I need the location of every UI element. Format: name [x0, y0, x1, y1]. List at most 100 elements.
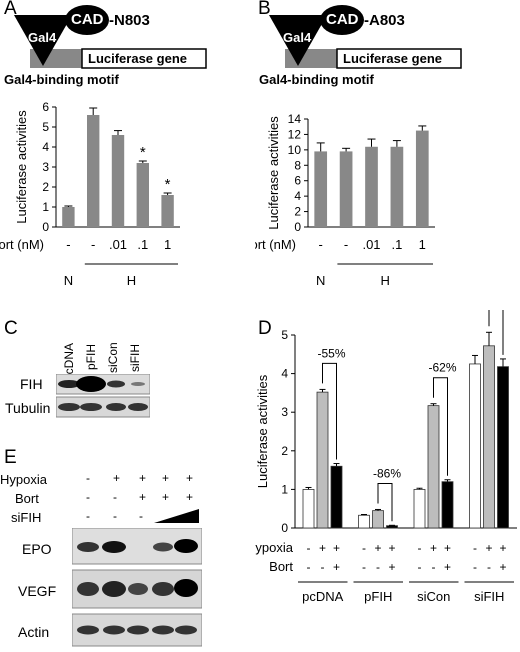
bort-sign: +: [333, 560, 340, 574]
bort-sign: -: [376, 560, 380, 574]
x-category-label: .01: [109, 237, 127, 252]
bort-sign: +: [186, 490, 194, 504]
y-tick-label: 8: [294, 158, 301, 172]
x-category-label: -: [319, 237, 323, 252]
y-tick-label: 14: [288, 112, 302, 126]
bar: [87, 115, 100, 227]
row-label: Bort (nM): [255, 237, 296, 252]
panel-b-letter: B: [258, 0, 271, 19]
panel-d-letter: D: [258, 318, 272, 339]
bar: [314, 151, 328, 227]
group-label: H: [127, 273, 136, 288]
gal4-label: Gal4: [283, 30, 312, 45]
gal4-binding-motif-label: Gal4-binding motif: [4, 72, 119, 87]
luciferase-gene-label: Luciferase gene: [343, 51, 442, 66]
fih-row-label: FIH: [20, 376, 43, 392]
sifih-sign: -: [113, 509, 117, 523]
luciferase-box: [81, 48, 207, 69]
row-label: Bort (nM): [0, 237, 44, 252]
bar: [415, 130, 429, 227]
significance-star: *: [140, 144, 146, 161]
y-tick-label: 2: [42, 180, 49, 194]
western-blot-e: [72, 528, 202, 647]
x-category-label: .01: [362, 237, 380, 252]
y-tick-label: 12: [288, 127, 302, 141]
gal4-binding-motif-label: Gal4-binding motif: [259, 72, 374, 87]
hypoxia-sign: -: [473, 541, 477, 555]
bort-sign: +: [162, 490, 170, 504]
y-tick-label: 0: [294, 220, 301, 234]
panel-b-construct-diagram: [269, 5, 462, 69]
y-tick-label: 2: [294, 205, 301, 219]
group-label: siCon: [417, 589, 450, 604]
x-category-label: .1: [391, 237, 402, 252]
x-category-label: 1: [164, 237, 171, 252]
luciferase-gene-label: Luciferase gene: [88, 51, 187, 66]
bort-sign: -: [473, 560, 477, 574]
actin-row-label: Actin: [18, 624, 50, 640]
lane-label: pFIH: [84, 343, 98, 370]
bar: [386, 525, 398, 529]
y-axis-label: Luciferase activities: [14, 110, 29, 224]
bort-row-label: Bort: [269, 559, 293, 574]
y-tick-label: 1: [42, 200, 49, 214]
x-category-label: 1: [419, 237, 426, 252]
y-tick-label: 5: [42, 120, 49, 134]
y-tick-label: 2: [281, 444, 288, 458]
group-label: siFIH: [474, 589, 504, 604]
bar: [111, 135, 125, 227]
x-category-label: -: [344, 237, 348, 252]
percent-change-label: -86%: [373, 466, 401, 480]
sifih-sign: -: [139, 509, 143, 523]
panel-a-letter: A: [4, 0, 17, 19]
x-category-label: -: [91, 237, 95, 252]
y-tick-label: 10: [288, 143, 302, 157]
sifih-gradient-wedge: [154, 509, 199, 523]
bort-sign: -: [432, 560, 436, 574]
hypoxia-sign: -: [307, 541, 311, 555]
panel-e-letter: E: [4, 447, 17, 468]
bar: [330, 465, 343, 529]
hypoxia-sign: +: [388, 541, 395, 555]
tubulin-row-label: Tubulin: [5, 400, 51, 416]
construct-tail-label: -A803: [364, 12, 405, 29]
bort-row-label: Bort: [15, 491, 39, 506]
y-tick-label: 0: [281, 521, 288, 535]
bort-sign: -: [362, 560, 366, 574]
lane-label: siFIH: [128, 344, 142, 372]
comparison-bracket: [377, 482, 393, 522]
bar: [316, 391, 329, 529]
y-tick-label: 4: [42, 140, 49, 154]
group-label: N: [64, 273, 73, 288]
vegf-row-label: VEGF: [18, 583, 57, 599]
comparison-bracket: [488, 310, 504, 355]
y-tick-label: 4: [294, 189, 301, 203]
hypoxia-row-label: Hypoxia: [0, 472, 47, 487]
hypoxia-sign: +: [374, 541, 381, 555]
bort-sign: +: [388, 560, 395, 574]
x-category-label: -: [66, 237, 70, 252]
bar: [390, 146, 404, 227]
bar: [372, 510, 384, 529]
y-tick-label: 3: [281, 405, 288, 419]
y-tick-label: 3: [42, 160, 49, 174]
bar: [365, 146, 378, 227]
construct-tail-label: -N803: [109, 12, 150, 29]
hypoxia-sign: +: [499, 541, 506, 555]
bar: [497, 366, 509, 529]
hypoxia-sign: -: [86, 471, 90, 485]
bort-sign: -: [487, 560, 491, 574]
comparison-bracket: [322, 362, 337, 460]
gal4-triangle: [14, 15, 72, 66]
hypoxia-sign: +: [485, 541, 492, 555]
hypoxia-sign: +: [333, 541, 340, 555]
hypoxia-sign: +: [319, 541, 326, 555]
hypoxia-sign: +: [113, 471, 121, 485]
comparison-bracket: [433, 377, 448, 476]
y-tick-label: 6: [294, 174, 301, 188]
western-blot-c: [56, 374, 150, 418]
significance-star: *: [165, 176, 171, 193]
y-tick-label: 1: [281, 482, 288, 496]
